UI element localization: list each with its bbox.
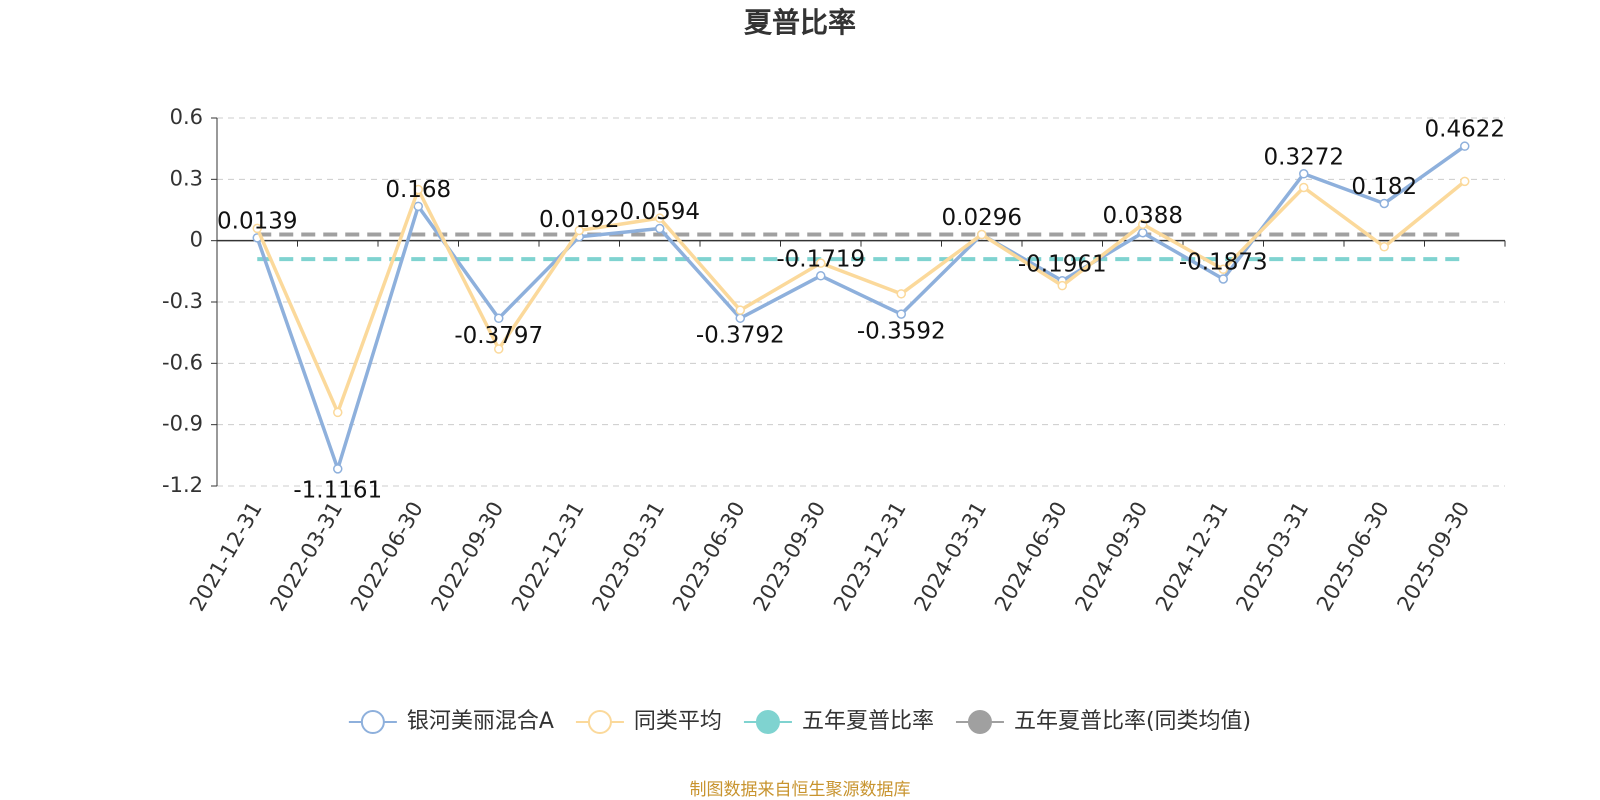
data-label: -0.3797: [454, 323, 543, 349]
x-tick-label: 2025-09-30: [1392, 498, 1474, 616]
data-label: 0.0594: [620, 199, 700, 225]
x-tick-label: 2025-03-31: [1231, 498, 1313, 616]
point: [1218, 264, 1228, 275]
source-note: 制图数据来自恒生聚源数据库: [690, 780, 911, 800]
x-tick-label: 2022-09-30: [426, 498, 508, 616]
point: [1138, 227, 1148, 238]
point: [413, 201, 423, 212]
point: [494, 313, 504, 324]
point: [735, 313, 745, 323]
point: [816, 258, 826, 268]
data-label: 0.4622: [1425, 117, 1505, 143]
x-tick-label: 2022-06-30: [346, 498, 428, 616]
point: [1379, 198, 1389, 209]
legend-marker: [967, 710, 992, 734]
point: [413, 184, 423, 195]
x-tick-label: 2024-12-31: [1151, 498, 1233, 616]
point: [494, 344, 504, 354]
data-label: -0.1961: [1018, 251, 1107, 277]
x-tick-label: 2023-12-31: [829, 498, 911, 616]
point: [816, 271, 826, 281]
point: [735, 305, 745, 315]
data-label: -1.1161: [293, 477, 382, 503]
y-tick-label: -0.3: [162, 289, 203, 313]
point: [333, 407, 343, 418]
legend-label: 同类平均: [634, 709, 722, 734]
y-tick-label: -0.6: [162, 350, 203, 374]
point: [252, 223, 262, 234]
data-label: 0.0139: [217, 208, 297, 234]
point: [1460, 176, 1470, 187]
point: [896, 289, 906, 299]
y-tick-label: 0.3: [170, 166, 203, 190]
point: [896, 309, 906, 319]
x-tick-label: 2024-09-30: [1070, 498, 1152, 616]
x-tick-label: 2025-06-30: [1312, 498, 1394, 616]
x-tick-label: 2023-03-31: [587, 498, 669, 616]
data-label: 0.0388: [1103, 203, 1183, 229]
y-tick-label: 0: [190, 228, 203, 252]
data-label: 0.0296: [942, 205, 1022, 231]
data-label: -0.1719: [776, 246, 865, 272]
point: [1460, 141, 1470, 151]
y-tick-label: -0.9: [162, 412, 203, 436]
legend-label: 银河美丽混合A: [407, 709, 554, 734]
data-label: -0.3592: [857, 319, 946, 345]
y-tick-label: 0.6: [170, 105, 203, 129]
y-tick-label: -1.2: [162, 473, 203, 497]
x-tick-label: 2023-09-30: [748, 498, 830, 616]
data-label: -0.3792: [696, 323, 785, 349]
data-label: 0.0192: [539, 207, 619, 233]
x-tick-label: 2022-03-31: [265, 498, 347, 616]
point: [1299, 182, 1309, 193]
point: [655, 213, 665, 223]
legend-label: 五年夏普比率(同类均值): [1014, 709, 1251, 734]
point: [1218, 274, 1228, 284]
point: [1379, 242, 1389, 252]
x-tick-label: 2021-12-31: [185, 498, 267, 616]
legend: 银河美丽混合A 同类平均 五年夏普比率 五年夏普比率(同类均值): [348, 709, 1251, 734]
point: [333, 464, 343, 474]
legend-marker: [360, 710, 385, 734]
x-tick-label: 2022-12-31: [507, 498, 589, 616]
legend-label: 五年夏普比率: [802, 709, 934, 734]
point: [977, 229, 987, 240]
data-label: -0.1873: [1179, 249, 1268, 275]
point: [1299, 169, 1309, 179]
x-tick-label: 2024-03-31: [909, 498, 991, 616]
chart-title: 夏普比率: [744, 6, 856, 39]
legend-marker: [587, 710, 612, 734]
point: [1057, 280, 1067, 291]
point: [655, 223, 665, 234]
data-label: 0.3272: [1264, 144, 1344, 170]
point: [574, 225, 584, 236]
legend-marker: [755, 710, 780, 734]
data-label: 0.168: [385, 177, 451, 203]
data-label: 0.182: [1351, 174, 1417, 200]
x-tick-label: 2023-06-30: [668, 498, 750, 616]
x-tick-label: 2024-06-30: [990, 498, 1072, 616]
series-line: [255, 180, 1466, 415]
point: [1138, 219, 1148, 230]
